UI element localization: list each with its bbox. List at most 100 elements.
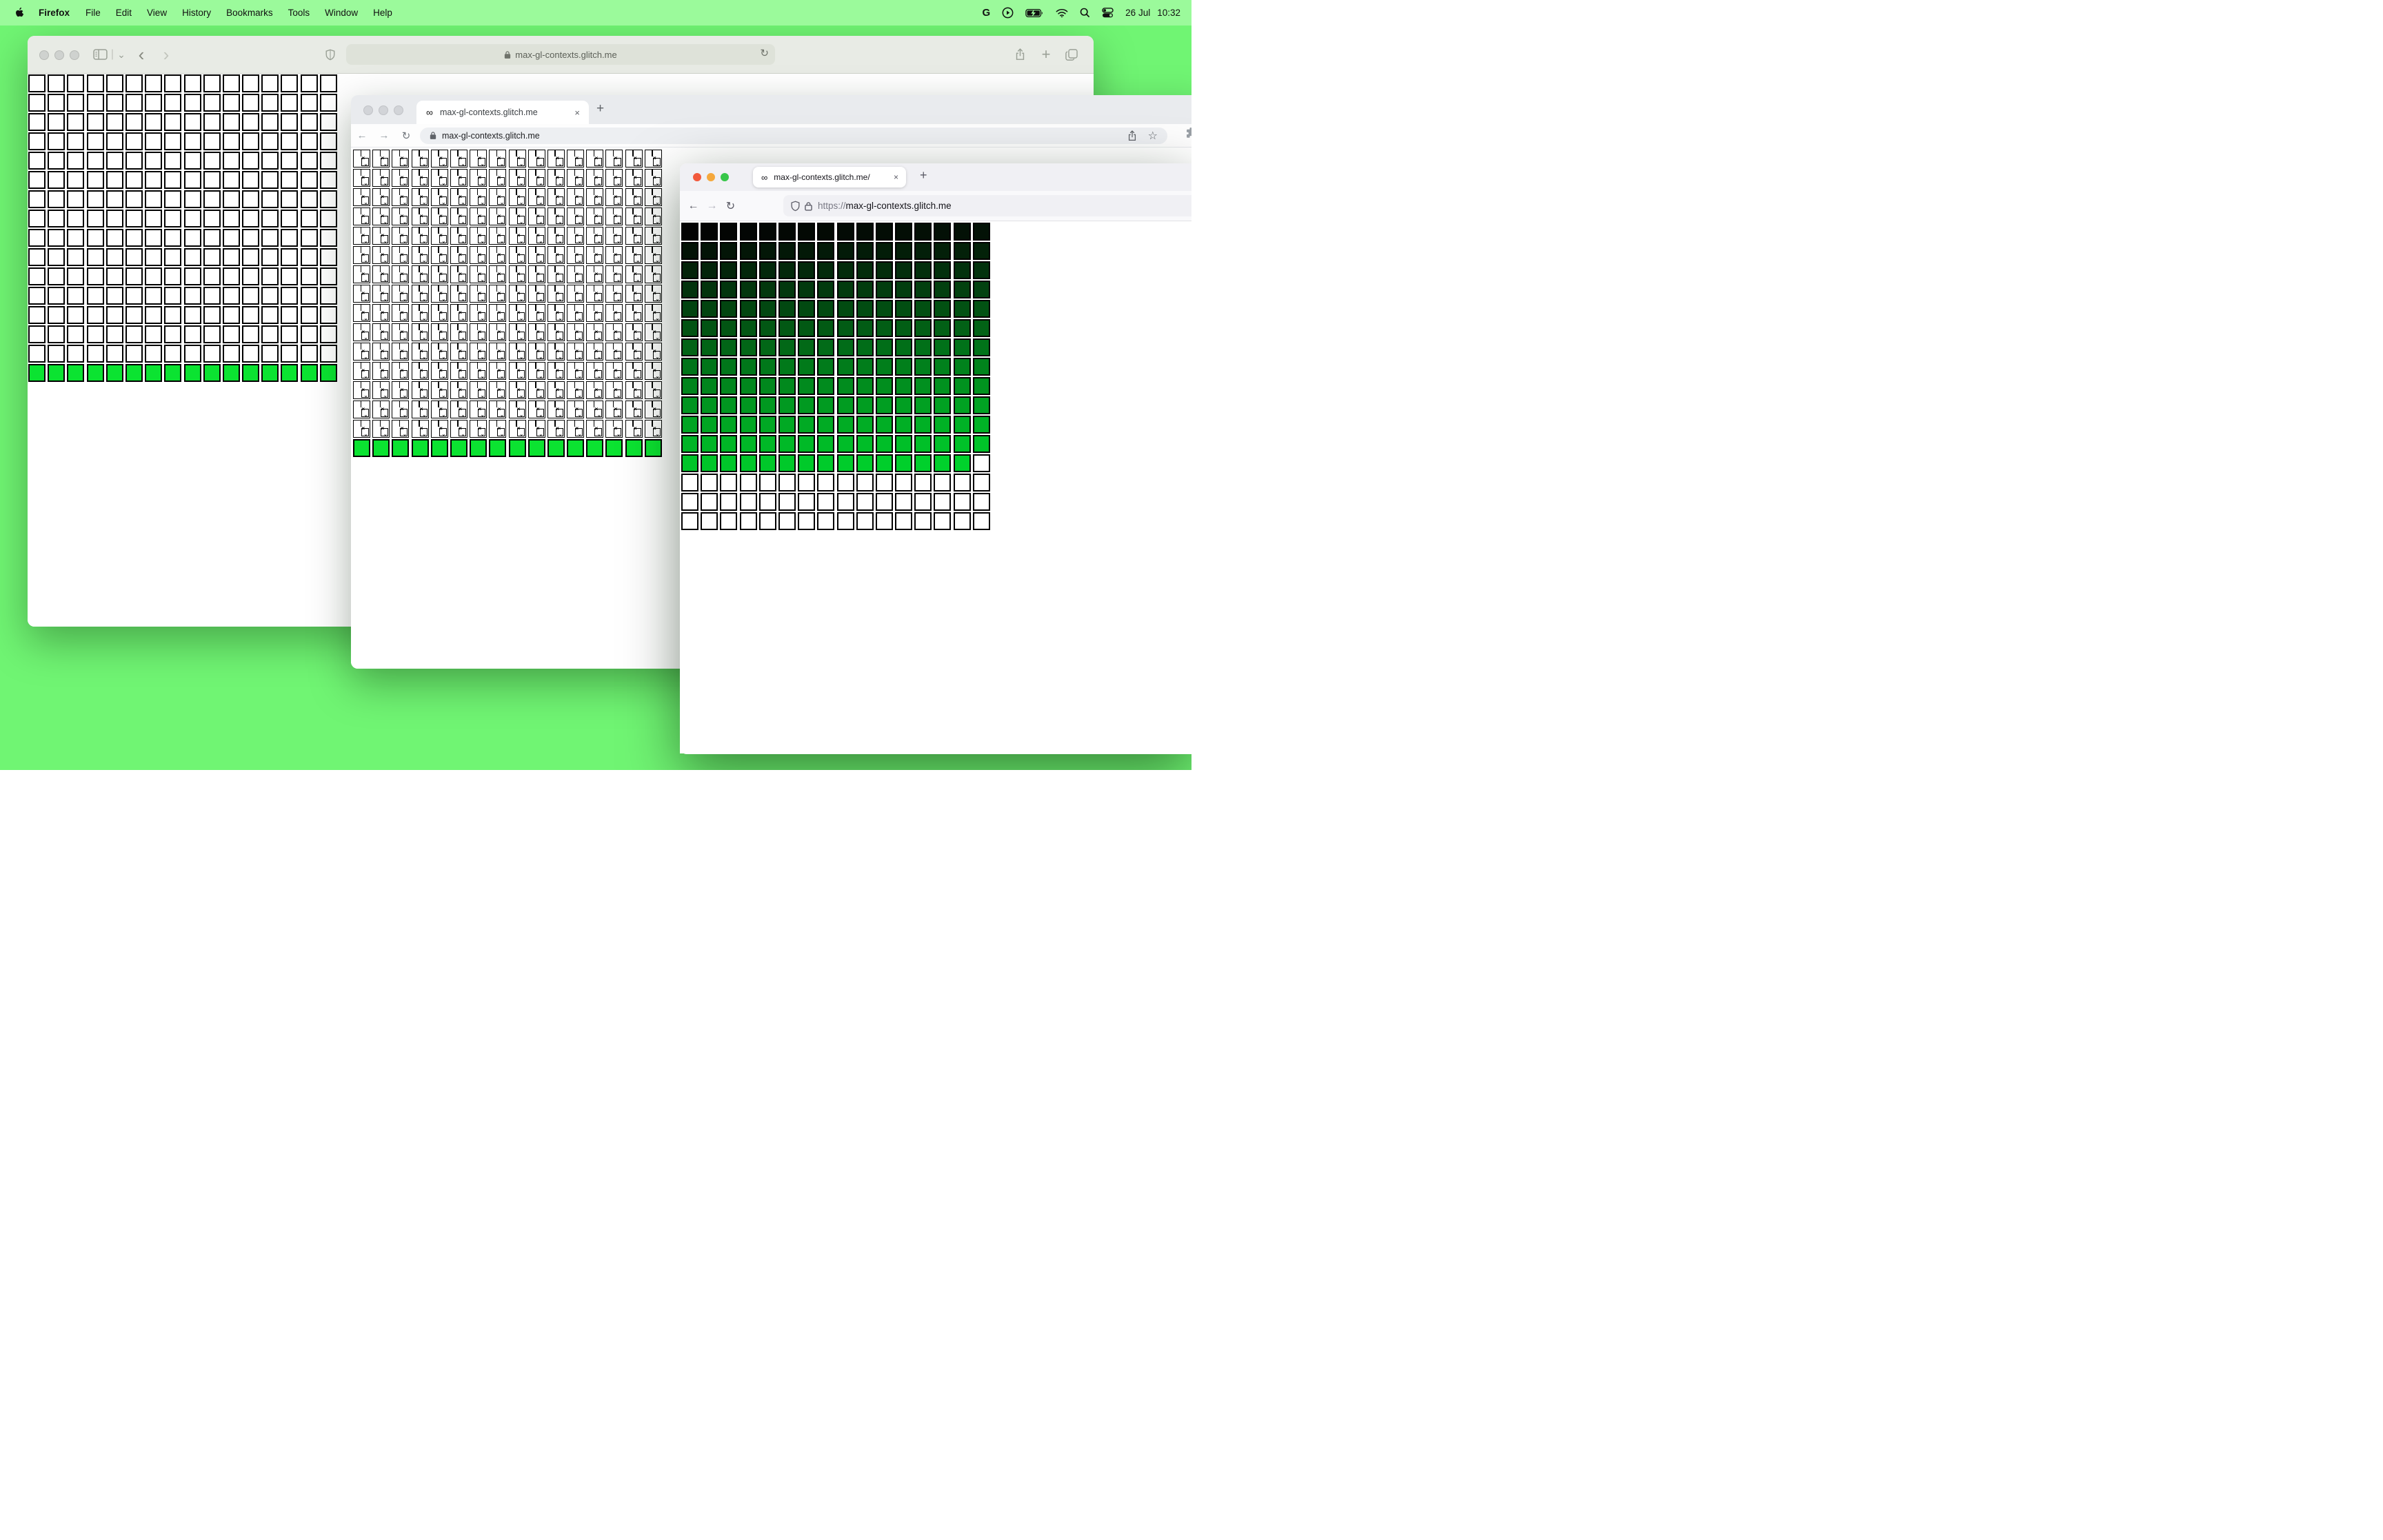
canvas-cell [720, 223, 738, 241]
canvas-cell: × ⌄ [547, 323, 565, 341]
tab-close-icon[interactable]: × [893, 172, 898, 182]
firefox-active-tab[interactable]: ∞ max-gl-contexts.glitch.me/ × [753, 167, 906, 188]
tab-close-icon[interactable]: × [574, 107, 580, 118]
canvas-cell [895, 338, 913, 356]
bookmark-star-icon[interactable]: ☆ [1147, 130, 1158, 142]
zoom-button[interactable] [394, 105, 403, 115]
canvas-cell [261, 248, 279, 266]
canvas-cell: × ⌄ [470, 150, 487, 168]
close-button[interactable] [39, 50, 49, 60]
canvas-cell: × ⌄ [353, 362, 370, 380]
canvas-cell: × ⌄ [567, 323, 585, 341]
canvas-cell [836, 454, 854, 472]
shield-icon[interactable] [323, 36, 338, 73]
canvas-cell [281, 190, 299, 208]
canvas-cell [242, 345, 260, 363]
canvas-cell [86, 306, 104, 324]
back-button[interactable]: ← [687, 199, 699, 212]
canvas-cell: × ⌄ [586, 420, 604, 438]
battery-charging-icon[interactable] [1025, 8, 1044, 18]
menu-item-help[interactable]: Help [373, 8, 392, 18]
canvas-cell [681, 242, 698, 260]
canvas-cell: × ⌄ [430, 323, 448, 341]
forward-button[interactable]: › [163, 43, 170, 65]
canvas-cell [125, 94, 143, 112]
canvas-cell [778, 281, 796, 298]
tab-overview-icon[interactable] [1063, 36, 1080, 73]
minimize-button[interactable] [707, 173, 715, 181]
canvas-cell: × ⌄ [508, 381, 526, 399]
canvas-cell [450, 439, 467, 457]
canvas-cell [972, 474, 990, 492]
reload-button[interactable]: ↻ [725, 200, 736, 212]
firefox-toolbar: ← → ↻ https://max-gl-contexts.glitch.me [680, 191, 1192, 221]
canvas-cell [203, 113, 221, 131]
search-icon[interactable] [1080, 8, 1090, 18]
canvas-cell [720, 377, 738, 395]
menu-app-name[interactable]: Firefox [39, 8, 70, 18]
zoom-button[interactable] [70, 50, 79, 60]
new-tab-button[interactable]: + [596, 101, 605, 116]
chrome-url-field[interactable]: max-gl-contexts.glitch.me ☆ [420, 127, 1167, 144]
canvas-cell: × ⌄ [547, 401, 565, 418]
minimize-button[interactable] [379, 105, 388, 115]
canvas-cell [836, 281, 854, 298]
canvas-cell [758, 261, 776, 279]
control-center-icon[interactable] [1102, 8, 1114, 18]
new-tab-button[interactable]: + [920, 168, 927, 182]
canvas-cell: × ⌄ [508, 362, 526, 380]
canvas-cell [836, 261, 854, 279]
share-icon[interactable] [1127, 130, 1137, 141]
canvas-cell [701, 377, 718, 395]
canvas-cell [934, 223, 952, 241]
canvas-cell [953, 319, 971, 337]
reload-button[interactable]: ↻ [401, 130, 411, 142]
canvas-cell: × ⌄ [547, 169, 565, 187]
canvas-cell [242, 364, 260, 382]
forward-button[interactable]: → [706, 199, 718, 212]
minimize-button[interactable] [54, 50, 64, 60]
play-icon[interactable] [1002, 7, 1014, 19]
canvas-cell [953, 223, 971, 241]
menu-item-history[interactable]: History [182, 8, 212, 18]
new-tab-button[interactable]: + [1041, 45, 1051, 63]
sidebar-icon[interactable] [91, 36, 109, 73]
zoom-button[interactable] [721, 173, 729, 181]
safari-url-field[interactable]: max-gl-contexts.glitch.me ↻ [346, 44, 775, 65]
wifi-icon[interactable] [1056, 8, 1068, 18]
forward-button[interactable]: → [379, 130, 390, 141]
menu-item-edit[interactable]: Edit [115, 8, 132, 18]
canvas-cell: × ⌄ [625, 362, 643, 380]
canvas-cell: × ⌄ [508, 323, 526, 341]
menu-item-file[interactable]: File [86, 8, 101, 18]
canvas-cell: × ⌄ [527, 343, 545, 361]
canvas-cell: × ⌄ [372, 188, 390, 206]
back-button[interactable]: ‹ [138, 43, 145, 65]
canvas-cell [28, 190, 46, 208]
menu-bar-clock[interactable]: 26 Jul 10:32 [1125, 8, 1180, 18]
close-button[interactable] [693, 173, 701, 181]
google-icon[interactable]: G [982, 7, 991, 19]
canvas-cell: × ⌄ [644, 304, 662, 322]
apple-menu-icon[interactable] [10, 7, 30, 19]
menu-item-view[interactable]: View [147, 8, 168, 18]
back-button[interactable]: ← [356, 130, 368, 141]
canvas-cell: × ⌄ [527, 227, 545, 245]
menu-item-bookmarks[interactable]: Bookmarks [226, 8, 273, 18]
chevron-down-icon[interactable]: ⌄ [117, 48, 125, 60]
canvas-cell [720, 512, 738, 530]
canvas-cell [48, 74, 66, 92]
firefox-url-field[interactable]: https://max-gl-contexts.glitch.me [783, 195, 1192, 216]
canvas-cell [183, 229, 201, 247]
canvas-cell: × ⌄ [470, 265, 487, 283]
extensions-puzzle-icon[interactable] [1185, 128, 1192, 139]
menu-item-window[interactable]: Window [325, 8, 359, 18]
canvas-cell [972, 416, 990, 434]
canvas-cell: × ⌄ [625, 381, 643, 399]
menu-item-tools[interactable]: Tools [288, 8, 310, 18]
reload-icon[interactable]: ↻ [760, 48, 769, 59]
share-icon[interactable] [1012, 36, 1027, 73]
close-button[interactable] [363, 105, 373, 115]
desktop: Firefox File Edit View History Bookmarks Tool… [0, 0, 1192, 770]
chrome-active-tab[interactable]: ∞ max-gl-contexts.glitch.me × [416, 101, 589, 124]
